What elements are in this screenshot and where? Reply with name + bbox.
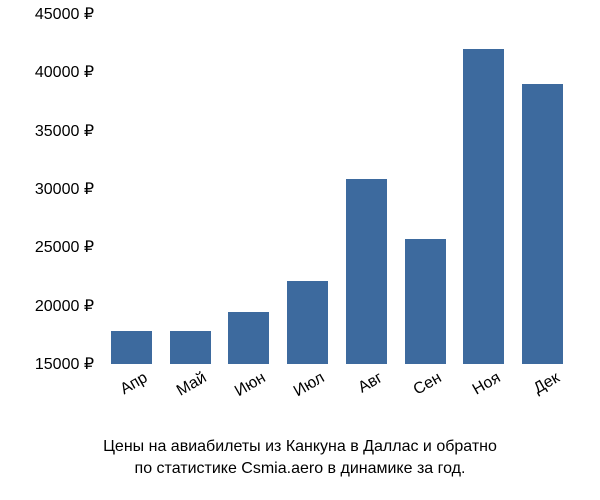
caption-line: по статистике Csmia.aero в динамике за г…	[135, 460, 466, 477]
bar	[463, 49, 504, 364]
y-tick-label: 30000 ₽	[35, 179, 102, 199]
bar	[111, 331, 152, 364]
bar	[228, 312, 269, 365]
y-tick-label: 25000 ₽	[35, 237, 102, 257]
caption-line: Цены на авиабилеты из Канкуна в Даллас и…	[103, 438, 497, 455]
x-tick-label: Май	[171, 364, 210, 400]
plot-area: 15000 ₽20000 ₽25000 ₽30000 ₽35000 ₽40000…	[102, 14, 572, 364]
y-tick-label: 15000 ₽	[35, 354, 102, 374]
x-tick-label: Июл	[287, 364, 327, 401]
x-tick-label: Июн	[229, 364, 269, 401]
x-tick-label: Ноя	[467, 364, 504, 399]
bar	[405, 239, 446, 364]
y-tick-label: 40000 ₽	[35, 62, 102, 82]
bar	[287, 281, 328, 364]
y-tick-label: 45000 ₽	[35, 4, 102, 24]
bar	[170, 331, 211, 364]
price-bar-chart: 15000 ₽ 20000 ₽ 25000 ₽ 30000 ₽ 35000 ₽ 40000…	[0, 0, 600, 500]
x-tick-label: Апр	[115, 364, 151, 399]
bar	[346, 179, 387, 365]
x-tick-label: Авг	[353, 364, 387, 397]
x-tick-label: Сен	[408, 364, 445, 399]
bar	[522, 84, 563, 364]
chart-caption: Цены на авиабилеты из Канкуна в Даллас и…	[0, 436, 600, 479]
x-tick-label: Дек	[527, 364, 562, 398]
y-tick-label: 20000 ₽	[35, 296, 102, 316]
y-tick-label: 35000 ₽	[35, 121, 102, 141]
